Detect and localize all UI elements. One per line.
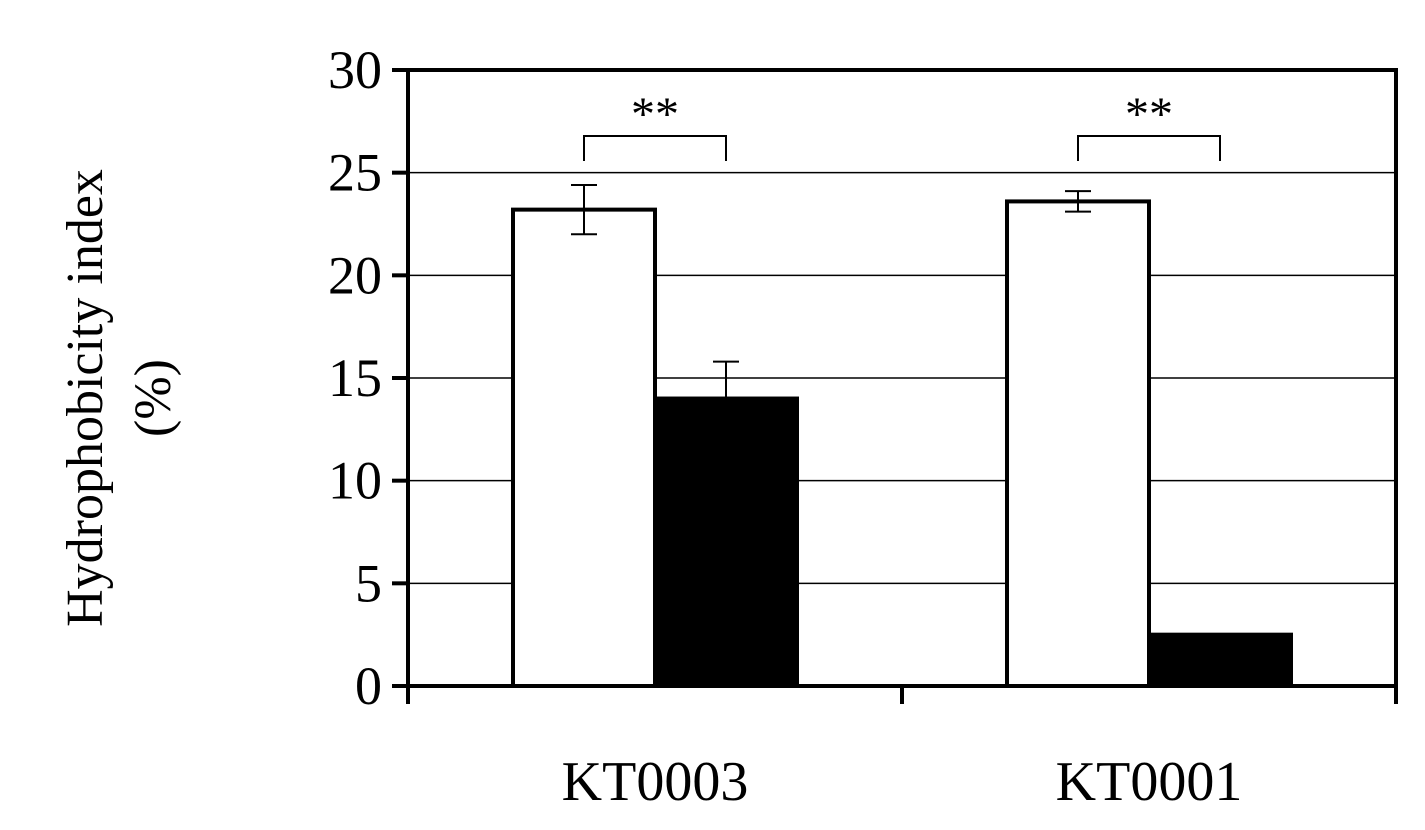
significance-label: ** (631, 88, 679, 141)
plot-frame (392, 68, 1398, 704)
y-tick-label: 25 (328, 143, 382, 203)
y-axis-label-line-2: (%) (125, 359, 182, 437)
bar (511, 207, 657, 688)
y-tick-label: 20 (328, 245, 382, 305)
x-category-labels: KT0003 KT0001 (562, 751, 1243, 813)
y-tick-label: 30 (328, 40, 382, 100)
significance-bracket (1077, 135, 1221, 161)
bar (1005, 199, 1151, 688)
significance-bracket (583, 135, 727, 161)
y-tick-label: 5 (355, 553, 382, 613)
x-category-label: KT0003 (562, 751, 749, 813)
x-category-label: KT0001 (1056, 751, 1243, 813)
y-tick-label: 15 (328, 348, 382, 408)
y-axis-label: Hydrophobicity index (%) (57, 169, 182, 627)
error-bars (571, 183, 1091, 437)
significance-label: ** (1125, 88, 1173, 141)
significance-brackets: ** ** (583, 88, 1221, 161)
y-axis-label-line-1: Hydrophobicity index (57, 169, 114, 627)
y-tick-label: 10 (328, 451, 382, 511)
y-tick-label: 0 (355, 656, 382, 716)
bars (511, 199, 1293, 689)
bar (1147, 632, 1293, 689)
y-tick-labels: 0 5 10 15 20 25 30 (328, 40, 382, 716)
bar (653, 396, 799, 688)
